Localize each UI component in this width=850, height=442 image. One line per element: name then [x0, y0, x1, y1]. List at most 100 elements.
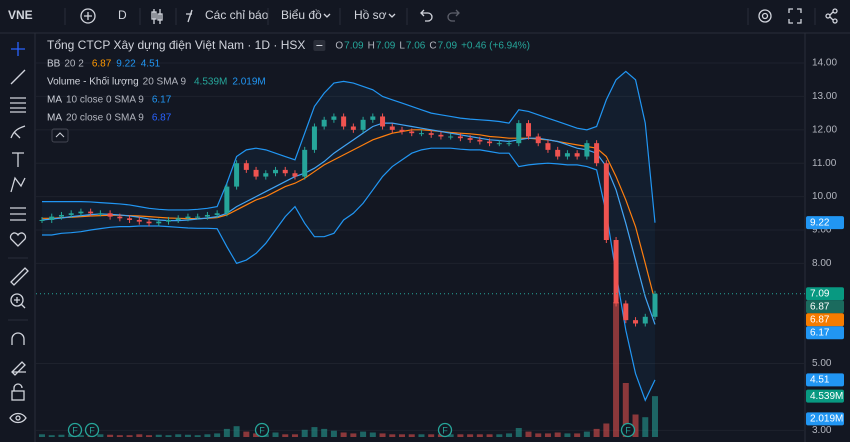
event-label: F	[625, 425, 631, 435]
volume-bar	[447, 434, 454, 437]
brush-tool[interactable]	[10, 125, 26, 139]
interval[interactable]: D	[118, 8, 127, 22]
candle-body	[642, 316, 648, 324]
price-label: 4.51	[810, 375, 830, 386]
volume-bar	[593, 428, 600, 437]
candle-body	[506, 143, 512, 145]
ohlc-key: C	[429, 41, 436, 52]
volume-bar	[613, 302, 620, 437]
chart-type-button[interactable]: Biểu đồ	[281, 8, 322, 22]
lock-tool[interactable]	[11, 383, 25, 401]
candle-body	[204, 214, 210, 217]
event-marker	[437, 422, 453, 438]
volume-bar	[457, 434, 464, 437]
fib-tool[interactable]	[10, 97, 26, 113]
candle-body	[467, 138, 473, 140]
ruler-tool[interactable]	[10, 267, 29, 286]
volume-bar	[554, 432, 561, 437]
chart-style-button[interactable]	[151, 9, 163, 24]
volume-bar	[515, 428, 522, 437]
event-marker	[620, 422, 636, 438]
volume-bar	[622, 383, 629, 437]
candle-body	[282, 169, 288, 174]
forecast-tool[interactable]	[10, 207, 26, 221]
candle-body	[195, 216, 201, 218]
volume-bar	[253, 433, 260, 437]
price-label: 6.87	[810, 301, 830, 312]
symbol[interactable]: VNE	[8, 8, 33, 22]
magnet-tool[interactable]	[11, 332, 25, 345]
volume-bar	[272, 432, 279, 437]
text-tool[interactable]	[12, 152, 24, 167]
price-label-bg	[806, 287, 844, 301]
profile-button[interactable]: Hồ sơ	[354, 8, 387, 22]
candle-body	[263, 173, 269, 177]
indicator-name: MA	[47, 113, 62, 124]
favorites-tool[interactable]	[9, 232, 27, 247]
ohlc-value: 7.06	[406, 41, 426, 52]
volume-bar	[379, 433, 386, 437]
bb-lower-line	[42, 147, 656, 402]
candle-body	[535, 136, 541, 144]
candle-body	[214, 213, 220, 215]
crosshair-tool[interactable]	[11, 42, 25, 56]
price-label-bg	[806, 412, 844, 426]
volume-bar	[399, 434, 406, 437]
ohlc-value: 7.09	[376, 41, 396, 52]
fullscreen-button[interactable]	[788, 8, 802, 24]
share-button[interactable]	[825, 8, 838, 24]
indicator-params: 10 close 0 SMA 9	[66, 95, 144, 106]
trendline-tool[interactable]	[10, 69, 26, 85]
candle-body	[117, 216, 123, 219]
candle-body	[127, 218, 133, 220]
candle-body	[594, 143, 600, 164]
legend-toggle[interactable]	[51, 128, 69, 143]
candle-body	[253, 169, 259, 177]
volume-bar	[233, 426, 240, 437]
zoom-tool[interactable]	[10, 293, 26, 309]
candle-body	[418, 133, 424, 135]
undo-button[interactable]	[420, 9, 433, 22]
candle-body	[97, 213, 103, 215]
volume-bar	[48, 435, 55, 437]
candle-body	[49, 216, 55, 220]
indicator-name: MA	[47, 95, 62, 106]
candle-body	[68, 213, 74, 215]
candle-body	[243, 163, 249, 170]
settings-button[interactable]	[758, 9, 772, 23]
volume-bar	[360, 431, 367, 437]
price-label: 2.019M	[810, 413, 843, 424]
ohlc-value: 7.09	[438, 41, 458, 52]
candle-body	[399, 129, 405, 132]
price-label-bg	[806, 313, 844, 327]
candle-body	[613, 240, 619, 304]
volume-bar	[340, 432, 347, 437]
candle-body	[623, 303, 629, 321]
candle-body	[302, 149, 308, 177]
pattern-tool[interactable]	[10, 176, 26, 193]
redo-button[interactable]	[447, 9, 460, 22]
candle-body	[545, 143, 551, 150]
volume-bar	[350, 433, 357, 437]
volume-bar	[155, 434, 162, 437]
price-label-bg	[806, 216, 844, 230]
volume-bar	[311, 427, 318, 437]
candle-body	[496, 143, 502, 145]
visibility-tool[interactable]	[9, 412, 27, 424]
draw-mode-tool[interactable]	[11, 361, 26, 376]
candle-body	[185, 216, 191, 219]
y-tick-label: 12.00	[812, 124, 837, 135]
indicator-params: 20 SMA 9	[143, 77, 187, 88]
indicator-value: 9.22	[116, 59, 136, 70]
indicators-button[interactable]: Các chỉ báo	[205, 8, 269, 22]
compare-button[interactable]	[80, 8, 96, 24]
candle-body	[380, 116, 386, 127]
volume-bar	[77, 435, 84, 437]
price-label: 6.17	[810, 327, 830, 338]
change: +0.46 (+6.94%)	[461, 41, 530, 52]
volume-bar	[107, 434, 114, 437]
y-tick-label: 10.00	[812, 191, 837, 202]
volume-bar	[418, 434, 425, 437]
candle-body	[136, 219, 142, 222]
